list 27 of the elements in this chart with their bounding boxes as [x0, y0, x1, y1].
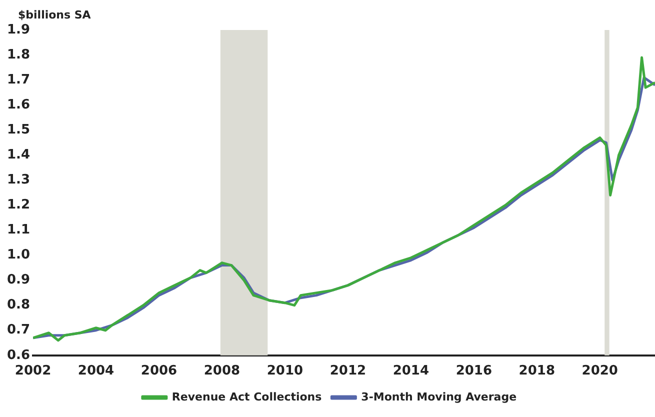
legend-label: Revenue Act Collections — [172, 390, 322, 404]
y-tick-label: 1.3 — [7, 172, 30, 188]
x-tick-label: 2002 — [14, 364, 52, 379]
x-tick-label: 2020 — [582, 364, 618, 379]
y-tick-label: 1.5 — [7, 122, 30, 138]
x-tick-label: 2006 — [140, 364, 178, 379]
x-tick-label: 2016 — [456, 364, 492, 379]
y-tick-label: 1.6 — [7, 97, 30, 112]
y-tick-label: 0.6 — [7, 348, 30, 363]
y-tick-label: 1.2 — [7, 198, 30, 213]
y-axis-title: $billions SA — [18, 8, 92, 22]
x-tick-label: 2018 — [518, 364, 555, 379]
y-tick-label: 0.8 — [7, 298, 30, 313]
y-tick-label: 1.4 — [7, 148, 30, 163]
x-tick-label: 2008 — [204, 364, 240, 379]
x-tick-label: 2010 — [266, 364, 304, 379]
y-tick-label: 0.9 — [7, 272, 30, 288]
legend-label: 3-Month Moving Average — [361, 390, 517, 404]
y-tick-label: 1.1 — [7, 222, 30, 238]
x-tick-label: 2004 — [78, 364, 114, 379]
x-tick-label: 2012 — [330, 364, 366, 379]
y-tick-label: 1.9 — [7, 22, 30, 38]
y-tick-label: 1.7 — [7, 72, 30, 88]
y-tick-label: 1.8 — [7, 47, 30, 62]
x-tick-label: 2014 — [392, 364, 430, 379]
y-tick-label: 1.0 — [7, 248, 30, 263]
y-tick-label: 0.7 — [7, 322, 30, 338]
